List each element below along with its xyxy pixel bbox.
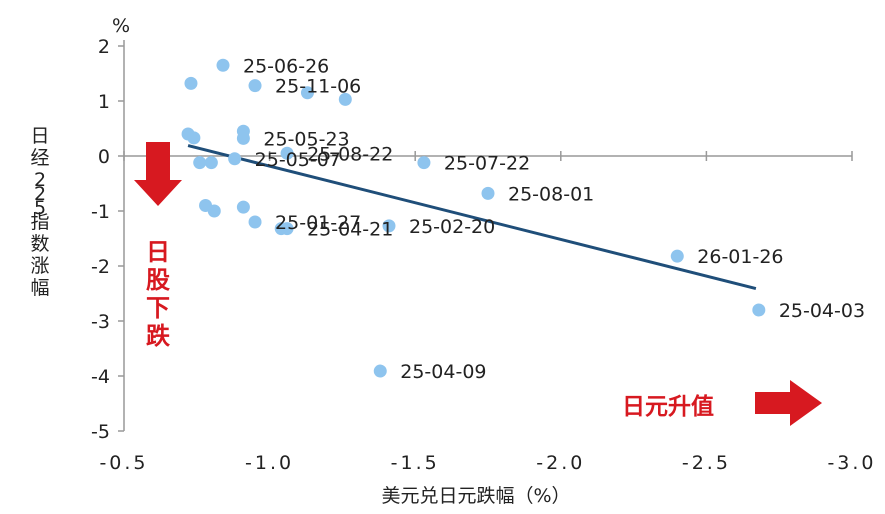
point-label: 25-11-06 xyxy=(275,76,361,98)
data-point xyxy=(338,92,352,106)
x-tick-label: -1.0 xyxy=(245,452,294,474)
y-tick-label: 0 xyxy=(98,146,110,168)
point-label: 26-01-26 xyxy=(697,246,783,268)
x-tick-label: -0.5 xyxy=(99,452,148,474)
data-point xyxy=(248,79,262,93)
data-point xyxy=(280,146,294,160)
y-tick-label: -2 xyxy=(91,256,110,278)
down-arrow-icon xyxy=(134,142,182,206)
points-layer xyxy=(181,58,766,378)
data-point xyxy=(236,200,250,214)
x-tick-label: -2.0 xyxy=(536,452,585,474)
point-label: 25-04-03 xyxy=(779,300,865,322)
point-label: 25-05-07 xyxy=(255,149,341,171)
data-point xyxy=(193,156,207,170)
up-label: 日元升值 xyxy=(622,393,714,420)
data-point xyxy=(481,186,495,200)
data-point xyxy=(184,76,198,90)
y-tick-label: 2 xyxy=(98,36,110,58)
axes xyxy=(118,40,853,432)
y-tick-label: 1 xyxy=(98,91,110,113)
data-point xyxy=(216,58,230,72)
point-label: 25-02-20 xyxy=(409,216,495,238)
point-label: 25-08-22 xyxy=(307,143,393,165)
data-point xyxy=(373,364,387,378)
right-arrow-icon xyxy=(755,380,822,426)
data-point xyxy=(204,156,218,170)
x-axis-title: 美元兑日元跌幅（%） xyxy=(381,485,570,507)
trendline xyxy=(187,144,757,291)
point-label: 25-04-21 xyxy=(307,219,393,241)
y-axis-title: 日经 2 2 5 指数涨幅 xyxy=(30,125,49,299)
x-tick-label: -3.0 xyxy=(827,452,876,474)
y-tick-label: -4 xyxy=(91,366,110,388)
point-label: 25-07-22 xyxy=(444,153,530,175)
data-point xyxy=(382,219,396,233)
data-point xyxy=(417,156,431,170)
data-point xyxy=(187,131,201,145)
point-label: 25-04-09 xyxy=(400,361,486,383)
y-tick-label: -3 xyxy=(91,311,110,333)
trendline-layer xyxy=(187,144,757,291)
point-label: 25-01-27 xyxy=(275,212,361,234)
tick-labels: 2 1 0 -1 -2 -3 -4 -5 -0.5 -1.0 -1.5 -2.0 -2.5 -3.0 xyxy=(91,36,876,474)
data-point xyxy=(670,249,684,263)
x-tick-label: -2.5 xyxy=(682,452,731,474)
point-label: 25-08-01 xyxy=(508,183,594,205)
down-label: 日股下跌 xyxy=(146,238,171,350)
point-label: 25-06-26 xyxy=(243,55,329,77)
data-point xyxy=(207,204,221,218)
data-point xyxy=(248,215,262,229)
x-tick-label: -1.5 xyxy=(391,452,440,474)
y-tick-label: -1 xyxy=(91,201,110,223)
y-unit-label: % xyxy=(112,15,130,37)
data-point xyxy=(228,152,242,166)
up-annotation: 日元升值 xyxy=(622,380,822,426)
y-tick-label: -5 xyxy=(91,421,110,443)
data-point xyxy=(300,86,314,100)
down-annotation: 日股下跌 xyxy=(134,142,182,350)
data-point xyxy=(280,222,294,236)
data-point xyxy=(236,131,250,145)
data-point xyxy=(752,303,766,317)
point-label: 25-05-23 xyxy=(263,128,349,150)
